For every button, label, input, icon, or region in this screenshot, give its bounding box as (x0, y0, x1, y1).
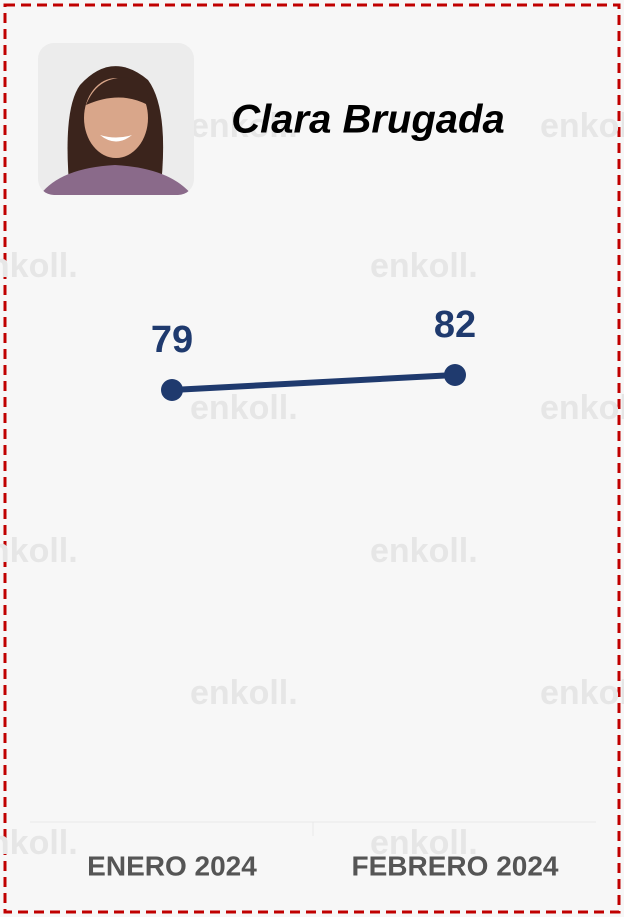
watermark: enkoll. (370, 247, 478, 285)
watermark: enkoll. (190, 674, 298, 712)
avatar (38, 43, 194, 195)
chart-title: Clara Brugada (231, 98, 504, 142)
watermark: enkoll. (0, 824, 78, 862)
x-tick-label: FEBRERO 2024 (352, 850, 559, 881)
watermark: enkoll. (0, 532, 78, 570)
watermark: enkoll. (540, 389, 624, 427)
value-label: 79 (151, 319, 193, 361)
watermark: enkoll. (370, 532, 478, 570)
watermark: enkoll. (190, 389, 298, 427)
point (444, 364, 466, 386)
watermark: enkoll. (540, 674, 624, 712)
point (161, 379, 183, 401)
watermark: enkoll. (0, 247, 78, 285)
x-tick-label: ENERO 2024 (87, 850, 257, 881)
watermark: enkoll. (540, 107, 624, 145)
value-label: 82 (434, 304, 476, 346)
page: {"chart_data": {"type": "line", "title":… (0, 0, 624, 917)
chart: enkoll. enkoll. enkoll. enkoll. enkoll. enkol… (0, 0, 624, 917)
